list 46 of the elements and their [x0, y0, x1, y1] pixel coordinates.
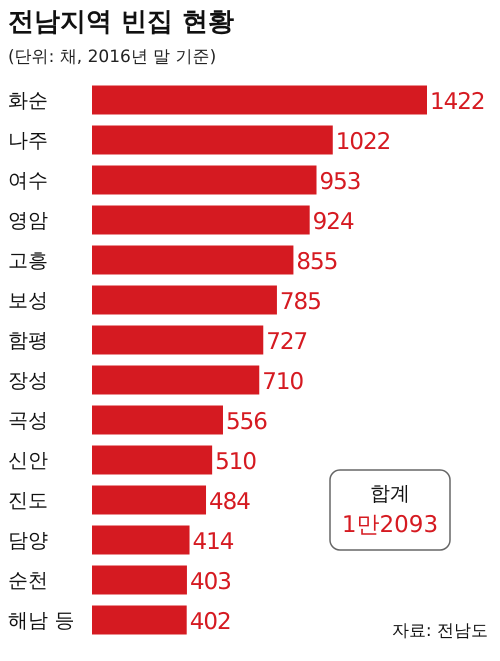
data-label: 1422	[430, 89, 485, 115]
y-tick-label: 해남 등	[8, 608, 74, 632]
bar	[92, 86, 427, 114]
bar	[92, 286, 277, 314]
data-label: 924	[312, 209, 354, 235]
y-tick-label: 진도	[8, 488, 48, 512]
data-label: 785	[280, 289, 321, 315]
bar	[92, 246, 294, 274]
data-label: 402	[190, 609, 231, 635]
data-label: 727	[266, 329, 308, 355]
annotation: 자료: 전남도	[392, 621, 488, 641]
data-label: 710	[262, 369, 304, 395]
data-label: 484	[209, 489, 250, 515]
y-tick-label: 순천	[8, 568, 48, 592]
bar	[92, 406, 223, 434]
bar	[92, 486, 206, 514]
chart-subtitle: (단위: 채, 2016년 말 기준)	[8, 47, 216, 67]
data-label: 414	[192, 529, 234, 555]
y-tick-label: 장성	[8, 368, 48, 392]
bar	[92, 446, 212, 474]
data-label: 403	[190, 569, 231, 595]
bar	[92, 366, 260, 394]
y-tick-label: 함평	[8, 328, 48, 352]
data-label: 953	[320, 169, 360, 195]
bar	[92, 566, 187, 594]
y-tick-label: 나주	[8, 128, 48, 152]
bar	[92, 326, 264, 354]
y-tick-label: 고흥	[8, 248, 48, 272]
chart-title: 전남지역 빈집 현황	[8, 7, 234, 37]
y-tick-label: 화순	[8, 88, 48, 112]
data-label: 510	[215, 449, 256, 475]
bar	[92, 126, 333, 154]
y-tick-label: 보성	[8, 288, 48, 312]
bar	[92, 206, 310, 234]
data-label: 556	[226, 409, 268, 435]
annotation: 합계 1만2093	[342, 481, 438, 538]
y-tick-label: 여수	[8, 168, 48, 192]
y-tick-label: 담양	[8, 528, 48, 552]
y-tick-label: 신안	[8, 448, 48, 472]
bar	[92, 526, 190, 554]
bar	[92, 606, 187, 634]
data-label: 1022	[336, 129, 390, 155]
y-tick-label: 곡성	[8, 408, 48, 432]
bar	[92, 166, 317, 194]
y-tick-label: 영암	[8, 208, 48, 232]
data-label: 855	[296, 249, 338, 275]
